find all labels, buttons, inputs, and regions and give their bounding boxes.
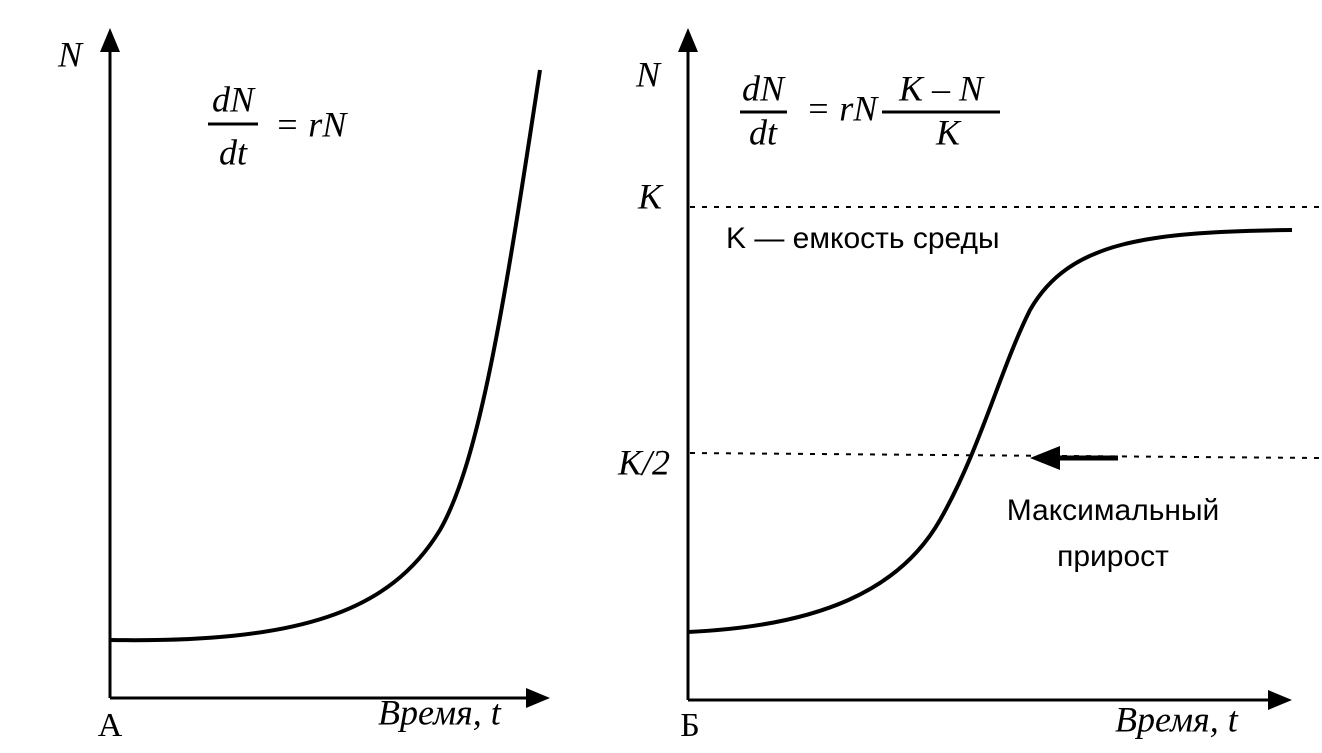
x-axis-label: Время, t [378,692,502,732]
max-growth-note: Максимальный [1007,494,1220,527]
arrow-head [526,688,550,708]
x-axis-label: Время, t [1115,699,1239,739]
formula-denominator: dt [219,132,248,172]
y-axis-label: N [635,54,662,94]
capacity-note: K — емкость среды [726,222,1000,255]
formula-numerator: dN [212,79,256,119]
exponential-curve [109,69,542,643]
logistic-curve [687,228,1293,634]
arrow-head [1030,446,1060,470]
formula-rhs: = rN [275,104,348,144]
formula-rhs-numerator: K – N [898,68,985,108]
formula-rhs: = rN [806,88,879,128]
panel-b: N dN dt = rN K – N K K K/2 K — емкость с… [617,28,1321,744]
panel-a: N dN dt = rN А Время, t [57,28,550,744]
arrow-head [678,28,698,52]
level-label: K [637,176,664,216]
arrow-head [1268,690,1292,710]
panel-label: Б [680,707,700,744]
formula-rhs-denominator: K [935,112,962,152]
panel-label: А [98,707,123,744]
arrow-head [100,28,120,52]
level-label: K/2 [617,442,670,482]
formula-numerator: dN [742,68,786,108]
y-axis-label: N [57,34,84,74]
formula-denominator: dt [749,112,778,152]
half-capacity-line [689,452,1321,459]
max-growth-note: прирост [1057,540,1169,573]
